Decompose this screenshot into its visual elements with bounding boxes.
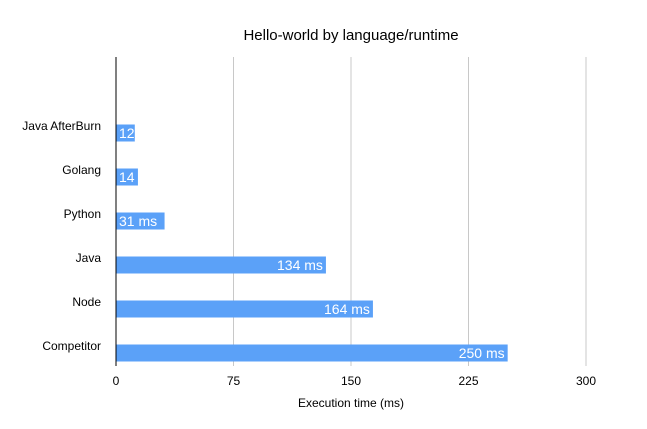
bar-java [116, 256, 326, 274]
bar-value-label: 31 ms [119, 213, 157, 229]
category-label: Python [64, 207, 101, 221]
x-axis-label: Execution time (ms) [298, 396, 404, 410]
chart-title: Hello-world by language/runtime [243, 27, 458, 44]
category-label: Node [72, 295, 101, 309]
grid-lines [233, 57, 587, 366]
x-tick-label-225: 225 [458, 374, 478, 388]
x-tick-label-75: 75 [227, 374, 241, 388]
category-label: Competitor [42, 339, 101, 353]
x-tick-labels: 0 75 150 225 300 [113, 374, 597, 388]
bar-python [116, 212, 165, 230]
bar-golang [116, 168, 138, 186]
bar-java-afterburn [116, 124, 135, 142]
category-label: Java AfterBurn [22, 119, 101, 133]
bar-value-label: 14 [119, 169, 135, 185]
bar-value-label: 250 ms [459, 345, 505, 361]
bar-value-label: 164 ms [324, 301, 370, 317]
bars: 12 14 31 ms 134 ms 164 ms 250 ms [116, 124, 508, 362]
bar-value-label: 12 [119, 125, 135, 141]
x-tick-label-0: 0 [113, 374, 120, 388]
category-label: Golang [62, 163, 101, 177]
bar-competitor [116, 344, 508, 362]
x-tick-label-150: 150 [341, 374, 361, 388]
category-labels: Java AfterBurn Golang Python Java Node Compet… [22, 119, 101, 353]
bar-node [116, 300, 373, 318]
bar-value-label: 134 ms [277, 257, 323, 273]
category-label: Java [76, 251, 102, 265]
x-tick-label-300: 300 [576, 374, 596, 388]
